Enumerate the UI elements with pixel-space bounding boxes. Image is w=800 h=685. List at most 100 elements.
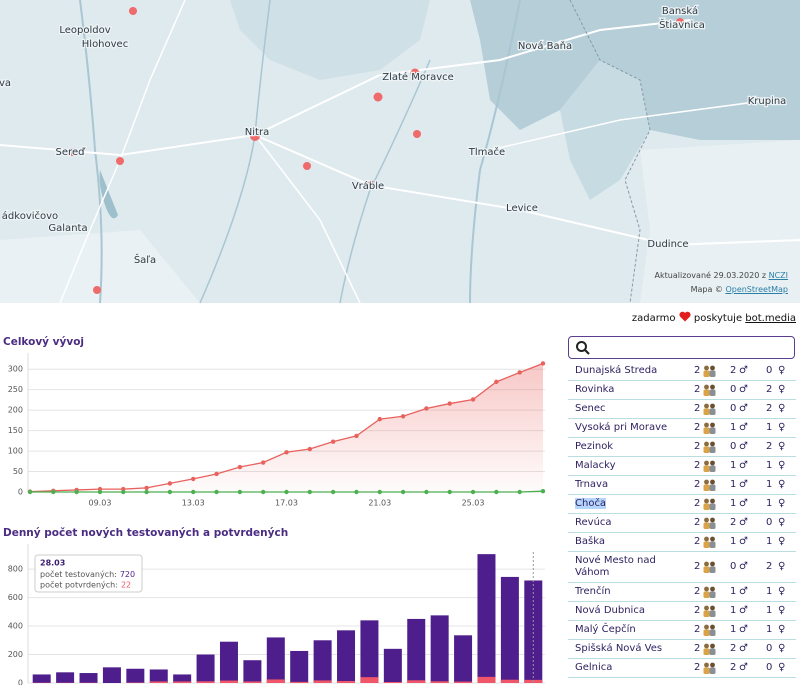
list-row[interactable]: Nové Mesto nad Váhom 2 0 ♂ 2 ♀ (568, 552, 796, 583)
dot[interactable] (410, 68, 420, 78)
male-count: 0 (730, 561, 737, 572)
district-name-text: Rovinka (575, 384, 615, 395)
place-label: Sereď (56, 147, 87, 158)
bar (430, 615, 449, 683)
list-row[interactable]: Baška 2 1 ♂ 1 ♀ (568, 533, 796, 552)
bar (219, 680, 238, 683)
dot[interactable] (373, 92, 383, 102)
list-row[interactable]: Senec 2 0 ♂ 2 ♀ (568, 400, 796, 419)
list-row[interactable]: Nová Dubnica 2 1 ♂ 1 ♀ (568, 602, 796, 621)
bar (500, 576, 519, 683)
list-row[interactable]: Malacky 2 1 ♂ 1 ♀ (568, 457, 796, 476)
male-count: 0 (730, 403, 737, 414)
male-symbol: ♂ (739, 403, 748, 414)
link[interactable]: NCZI (768, 271, 788, 280)
point (470, 397, 476, 402)
lake (99, 170, 118, 219)
bar (173, 681, 192, 683)
text: Mapa © (690, 285, 723, 294)
district-name: Nové Mesto nad Váhom (568, 555, 687, 579)
place-label: Štiavnica (659, 18, 705, 31)
list-row[interactable]: Choča 2 1 ♂ 1 ♀ (568, 495, 796, 514)
bar (243, 681, 262, 683)
bar (243, 660, 262, 683)
list-row[interactable]: Trenčín 2 1 ♂ 1 ♀ (568, 583, 796, 602)
female-count: 2 (766, 441, 773, 452)
male-count: 1 (730, 460, 737, 471)
dot[interactable] (413, 130, 421, 138)
district-name: Vysoká pri Morave (568, 422, 687, 434)
dot[interactable] (366, 180, 374, 188)
search-box[interactable] (568, 336, 795, 359)
female-count: 0 (766, 662, 773, 673)
bar (56, 672, 75, 683)
bar (430, 681, 449, 683)
list-row[interactable]: Trnava 2 1 ♂ 1 ♀ (568, 476, 796, 495)
y-tick-label: 100 (8, 447, 23, 456)
case-count: 2 (694, 662, 701, 673)
bar (454, 681, 473, 683)
point (191, 489, 196, 495)
people-icon (702, 403, 717, 415)
people-icon (702, 586, 717, 598)
point (470, 489, 476, 495)
district-name-text: Gelnica (575, 662, 613, 673)
list-row[interactable]: Dunajská Streda 2 2 ♂ 0 ♀ (568, 362, 796, 381)
district-name: Choča (568, 498, 687, 510)
point (260, 489, 266, 495)
male-count: 2 (730, 365, 737, 376)
chart-title: Celkový vývoj (3, 336, 84, 348)
bar (477, 676, 496, 683)
tooltip-label: počet potvrdených: (40, 579, 118, 589)
people-icon (702, 662, 717, 674)
point (214, 471, 219, 477)
case-count: 2 (694, 561, 701, 572)
bar (126, 668, 145, 683)
list-row[interactable]: Vysoká pri Morave 2 1 ♂ 1 ♀ (568, 419, 796, 438)
link[interactable]: OpenStreetMap (725, 285, 788, 294)
area (30, 363, 543, 492)
bar (313, 680, 332, 683)
point (214, 489, 219, 495)
list-row[interactable]: Gelnica 2 2 ♂ 0 ♀ (568, 659, 796, 678)
people-icon (702, 643, 717, 655)
dot[interactable] (68, 148, 76, 156)
place-label: Galanta (48, 223, 87, 234)
bar (383, 648, 402, 683)
bar (266, 637, 285, 683)
female-symbol: ♀ (778, 479, 786, 490)
list-row[interactable]: Spišská Nová Ves 2 2 ♂ 0 ♀ (568, 640, 796, 659)
female-count: 1 (766, 460, 773, 471)
dot[interactable] (93, 286, 101, 294)
list-row[interactable]: Malý Čepčín 2 1 ♂ 1 ♀ (568, 621, 796, 640)
bar (407, 618, 426, 683)
case-count: 2 (694, 498, 701, 509)
case-count: 2 (694, 586, 701, 597)
people-icon (702, 441, 717, 453)
point (191, 476, 196, 482)
bar (290, 681, 309, 683)
dot[interactable] (676, 18, 684, 26)
list-row[interactable]: Pezinok 2 0 ♂ 2 ♀ (568, 438, 796, 457)
place-label: va (0, 78, 11, 89)
female-symbol: ♀ (778, 662, 786, 673)
point (144, 489, 149, 495)
dot[interactable] (250, 131, 260, 141)
male-count: 2 (730, 662, 737, 673)
dot[interactable] (303, 162, 311, 170)
female-symbol: ♀ (778, 460, 786, 471)
bar (337, 630, 356, 683)
text: Aktualizované 29.03.2020 z (654, 271, 767, 280)
male-count: 1 (730, 498, 737, 509)
district-name-text: Revúca (575, 517, 612, 528)
point (540, 361, 546, 366)
list-row[interactable]: Rovinka 2 0 ♂ 2 ♀ (568, 381, 796, 400)
people-icon (702, 605, 717, 617)
link[interactable]: bot.media (745, 313, 796, 324)
dot[interactable] (116, 157, 124, 165)
list-row[interactable]: Revúca 2 2 ♂ 0 ♀ (568, 514, 796, 533)
dot[interactable] (129, 7, 137, 15)
bar (266, 679, 285, 683)
